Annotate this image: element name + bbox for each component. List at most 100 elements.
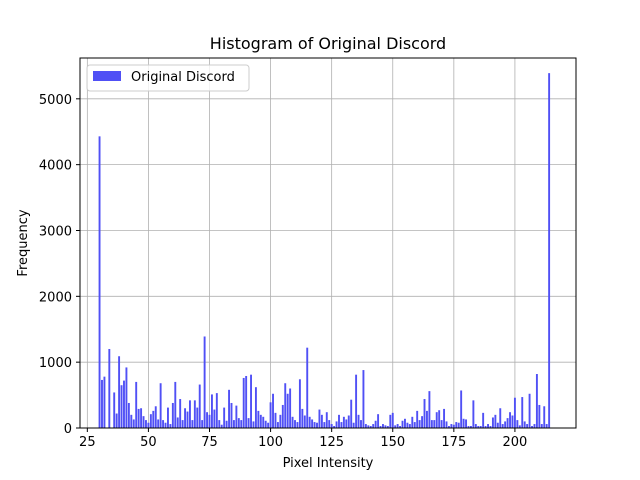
bar-210 — [538, 404, 541, 428]
bar-154 — [401, 420, 404, 428]
bar-194 — [499, 408, 502, 428]
bar-183 — [472, 400, 475, 428]
bar-61 — [174, 381, 177, 428]
bar-100 — [269, 402, 272, 428]
bar-44 — [132, 419, 135, 428]
bar-48 — [142, 416, 145, 428]
bar-163 — [423, 399, 426, 428]
chart-title: Histogram of Original Discord — [210, 34, 446, 53]
bar-97 — [262, 416, 265, 428]
bar-56 — [162, 420, 165, 428]
bar-214 — [548, 73, 551, 429]
bar-182 — [469, 426, 472, 428]
bar-117 — [311, 419, 314, 428]
bar-141 — [369, 426, 372, 428]
bar-43 — [130, 414, 133, 428]
bar-175 — [452, 424, 455, 428]
bar-180 — [465, 419, 468, 428]
bar-123 — [325, 412, 328, 428]
y-tick-label-3000: 3000 — [39, 224, 72, 239]
bar-143 — [374, 420, 377, 428]
bar-208 — [533, 424, 536, 428]
bar-115 — [306, 347, 309, 428]
bar-150 — [391, 412, 394, 428]
bar-188 — [484, 426, 487, 428]
bar-118 — [313, 422, 316, 428]
bar-213 — [545, 424, 548, 428]
x-tick-label-25: 25 — [79, 435, 96, 450]
bar-111 — [296, 422, 299, 428]
y-tick-label-2000: 2000 — [39, 290, 72, 305]
bar-34 — [108, 348, 111, 428]
bar-202 — [518, 425, 521, 428]
bar-88 — [240, 420, 243, 428]
bar-65 — [184, 408, 187, 428]
bar-101 — [272, 393, 274, 428]
bar-120 — [318, 409, 321, 428]
bar-51 — [149, 414, 152, 428]
bar-67 — [188, 400, 191, 428]
bar-170 — [440, 420, 443, 428]
bar-127 — [335, 421, 338, 428]
bar-94 — [254, 387, 257, 428]
bar-189 — [487, 424, 489, 428]
x-tick-label-200: 200 — [503, 435, 528, 450]
bar-85 — [232, 420, 235, 428]
bar-152 — [396, 424, 399, 428]
bar-89 — [242, 377, 245, 428]
bar-109 — [291, 416, 294, 428]
bar-86 — [235, 405, 238, 428]
bar-171 — [443, 408, 446, 428]
bar-192 — [494, 414, 497, 428]
bar-139 — [364, 424, 367, 428]
bar-178 — [460, 390, 463, 428]
legend-box — [86, 64, 250, 92]
bar-32 — [103, 376, 106, 428]
bar-135 — [355, 374, 358, 428]
bar-80 — [220, 424, 223, 428]
bar-83 — [228, 389, 230, 428]
bar-124 — [328, 420, 331, 428]
plot-frame — [79, 57, 577, 429]
bar-160 — [416, 410, 419, 428]
bar-64 — [181, 420, 184, 428]
bar-107 — [286, 393, 289, 428]
bar-113 — [301, 408, 304, 428]
bar-92 — [250, 374, 252, 428]
bar-106 — [284, 383, 287, 428]
bar-52 — [152, 410, 155, 428]
bar-132 — [347, 415, 350, 428]
y-axis-ticks: 0 1000 2000 3000 4000 5000 — [39, 93, 80, 437]
bar-81 — [223, 407, 226, 428]
bar-69 — [193, 400, 196, 428]
x-tick-label-125: 125 — [319, 435, 344, 450]
legend: Original Discord — [86, 64, 250, 92]
bar-162 — [421, 416, 424, 428]
x-tick-label-100: 100 — [258, 435, 283, 450]
bar-99 — [267, 422, 270, 428]
bar-168 — [435, 412, 438, 428]
bar-121 — [320, 414, 323, 428]
bar-157 — [408, 424, 411, 428]
bar-158 — [411, 416, 414, 428]
bar-74 — [206, 412, 209, 428]
x-tick-label-50: 50 — [140, 435, 157, 450]
bar-75 — [208, 414, 211, 428]
bar-151 — [394, 425, 397, 428]
bar-47 — [140, 408, 143, 428]
bar-103 — [276, 422, 279, 428]
bar-145 — [379, 426, 382, 428]
bar-119 — [316, 422, 318, 428]
x-axis-ticks: 25 50 75 100 125 150 175 200 — [79, 428, 527, 450]
bar-46 — [137, 408, 140, 428]
bar-122 — [323, 422, 326, 428]
bar-39 — [120, 385, 123, 428]
bar-66 — [186, 411, 189, 428]
bar-98 — [264, 420, 267, 428]
bar-205 — [526, 424, 529, 428]
bar-147 — [384, 425, 387, 428]
y-tick-label-1000: 1000 — [39, 356, 72, 371]
bar-90 — [245, 375, 248, 428]
bar-212 — [543, 406, 546, 428]
